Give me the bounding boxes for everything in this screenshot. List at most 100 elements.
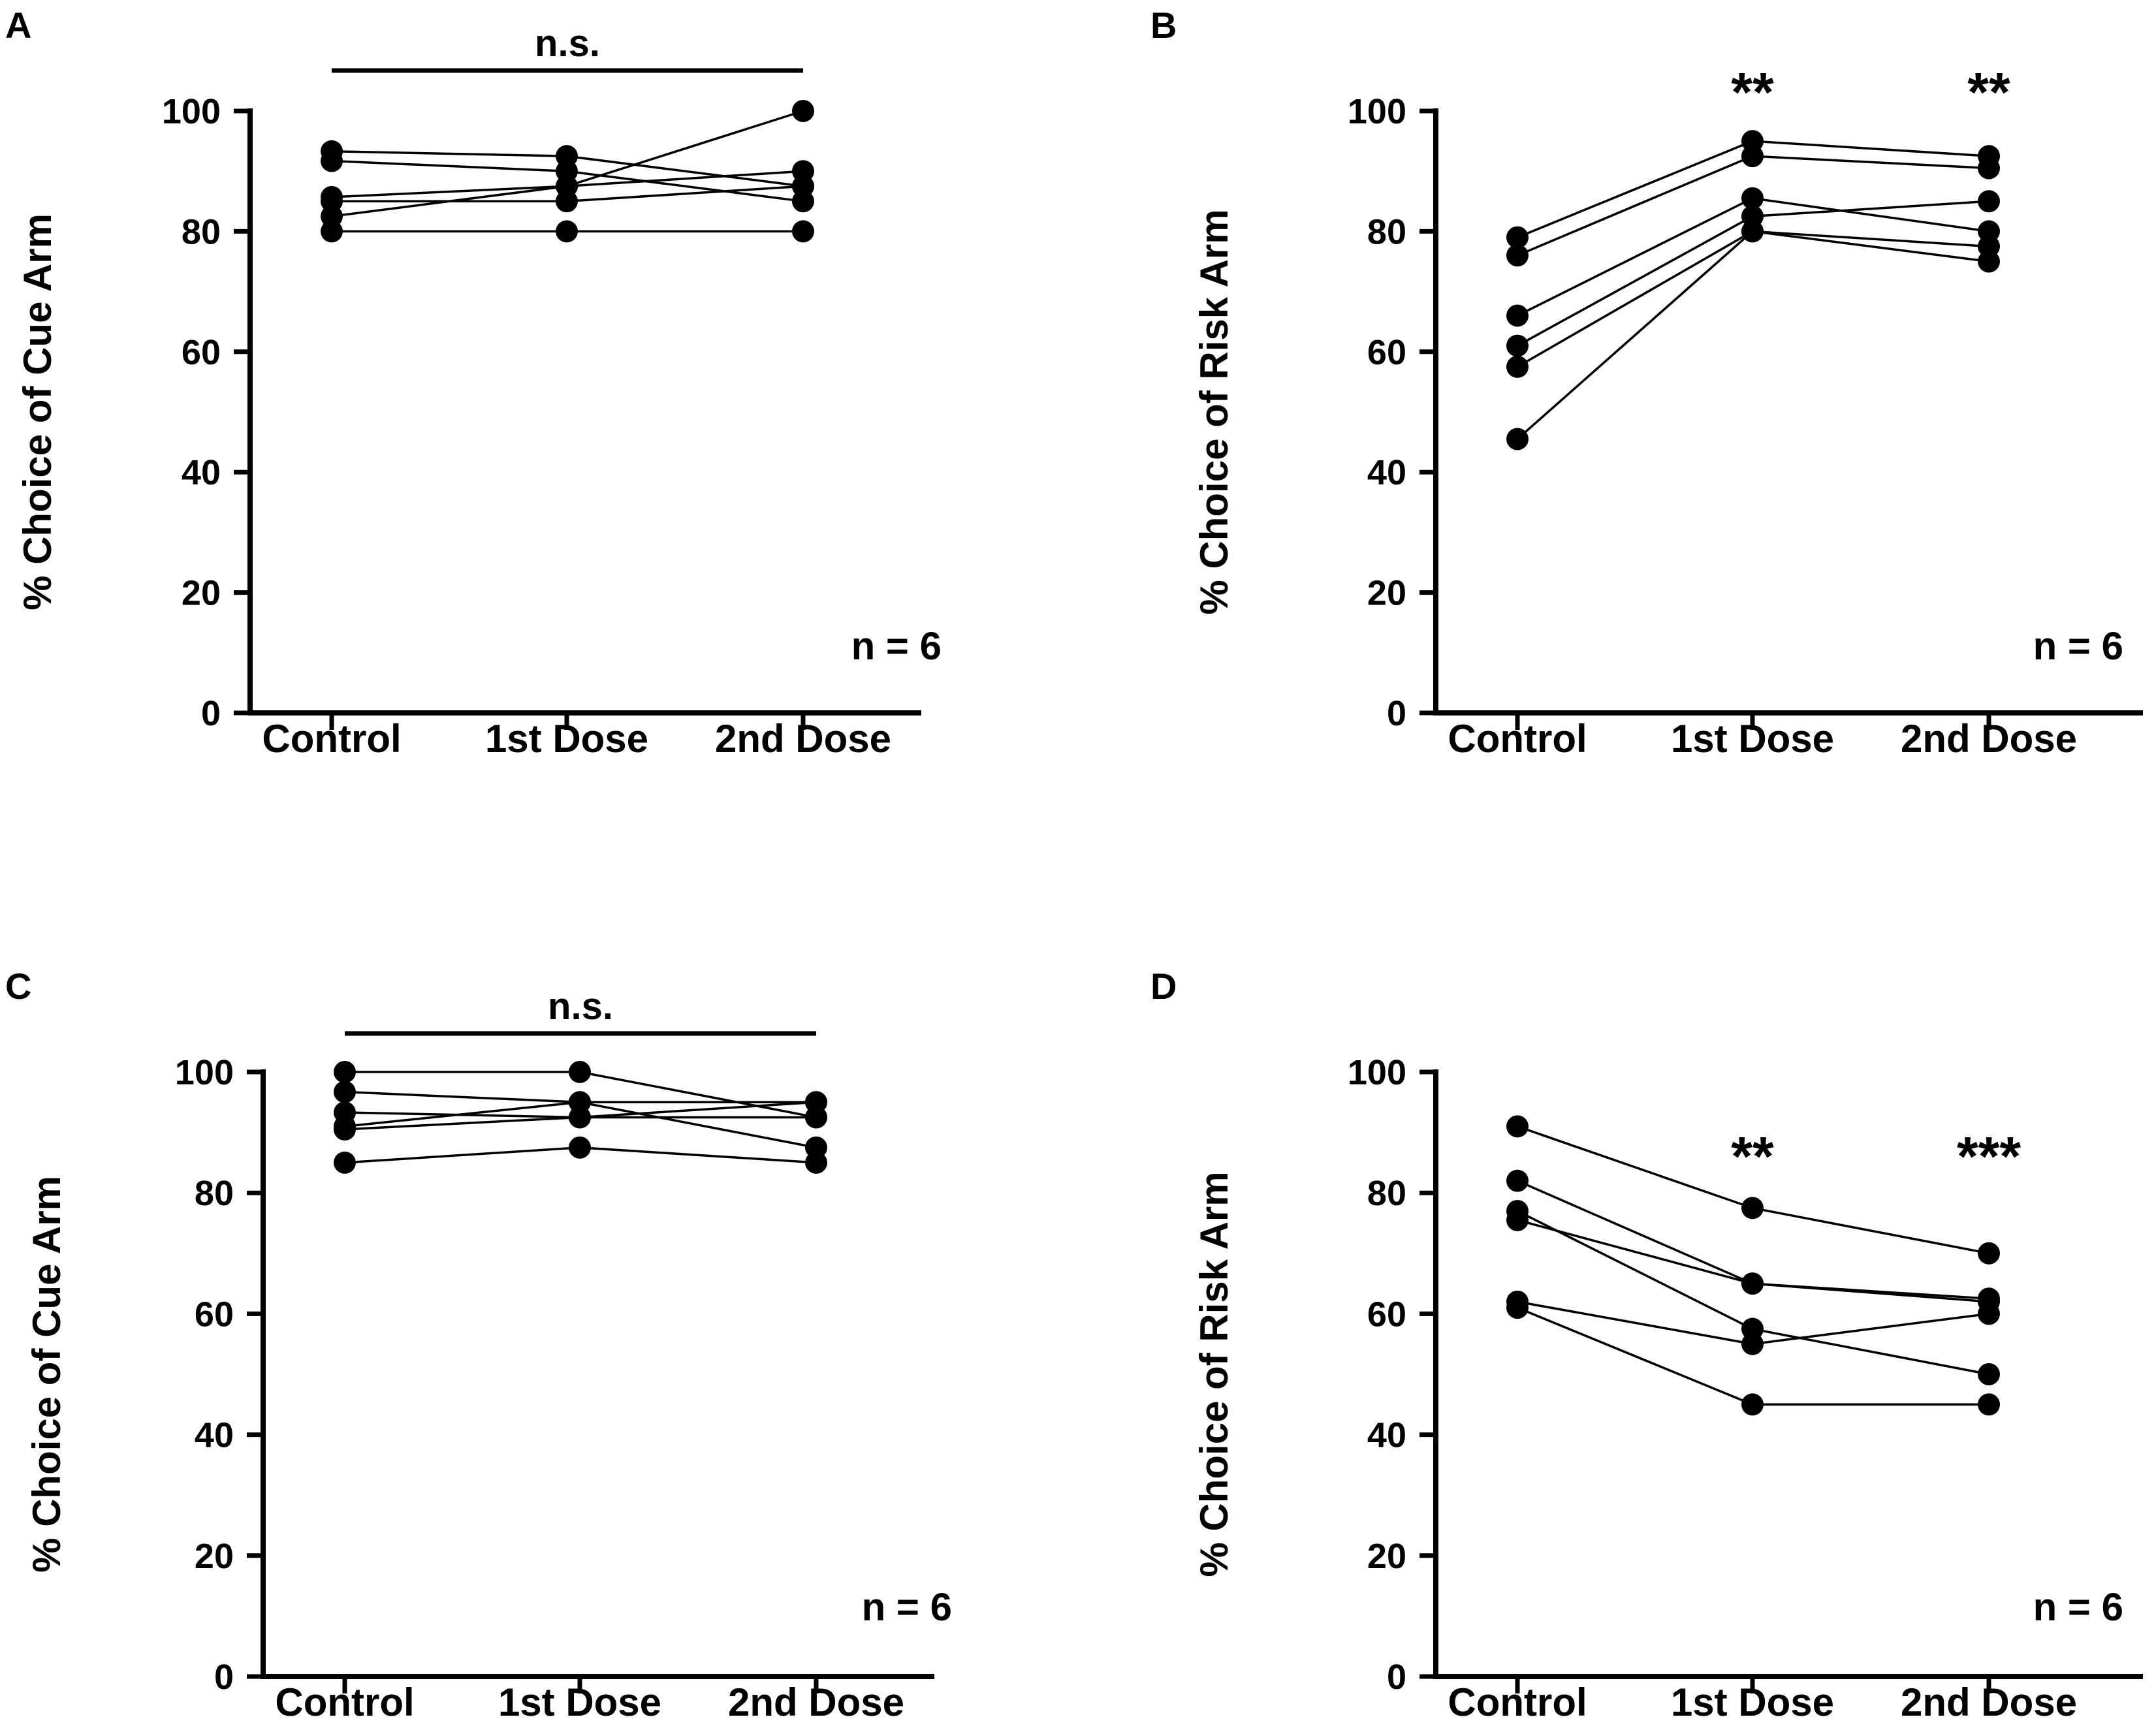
x-tick-label: Control <box>1448 717 1587 761</box>
n-label: n = 6 <box>851 624 942 668</box>
x-tick-label: 1st Dose <box>1671 717 1834 761</box>
y-tick-label: 100 <box>162 92 221 131</box>
data-point <box>569 1136 591 1159</box>
data-point <box>569 1061 591 1083</box>
data-point <box>1506 244 1529 267</box>
data-point <box>1506 334 1529 357</box>
data-point <box>1741 1197 1764 1220</box>
significance-label: n.s. <box>548 985 613 1028</box>
data-point <box>1506 355 1529 378</box>
x-tick-label: Control <box>1448 1680 1587 1724</box>
data-point <box>792 100 814 122</box>
y-tick-label: 0 <box>214 1658 234 1697</box>
significance-label: n.s. <box>535 22 600 65</box>
n-label: n = 6 <box>862 1585 952 1629</box>
data-point <box>321 190 343 213</box>
panel-b: B 0 20 40 60 80 100 Control 1st Dose 2nd Dose % Ch… <box>1150 5 2143 761</box>
x-tick-label: 1st Dose <box>1671 1680 1834 1724</box>
data-point <box>1741 1272 1764 1295</box>
data-point <box>1741 1332 1764 1355</box>
data-point <box>1506 1208 1529 1231</box>
y-tick-label: 80 <box>1367 1174 1406 1213</box>
y-tick-label: 40 <box>195 1416 234 1455</box>
y-axis-title: % Choice of Risk Arm <box>1192 209 1236 614</box>
series-line <box>1516 230 1990 440</box>
significance-stars: ** <box>1731 61 1774 123</box>
y-tick-label: 40 <box>1367 453 1406 492</box>
y-tick-label: 60 <box>1367 333 1406 372</box>
x-tick-label: Control <box>262 717 401 761</box>
data-point <box>1978 250 2000 273</box>
x-tick-label: 2nd Dose <box>1901 717 2077 761</box>
y-tick-label: 80 <box>195 1174 234 1213</box>
data-point <box>556 190 578 213</box>
data-point <box>334 1151 356 1174</box>
y-axis-title: % Choice of Cue Arm <box>25 1176 69 1573</box>
y-tick-label: 20 <box>195 1537 234 1576</box>
n-label: n = 6 <box>2033 1585 2123 1629</box>
data-point <box>1741 145 1764 168</box>
y-tick-label: 80 <box>1367 212 1406 251</box>
data-point <box>1506 1297 1529 1319</box>
y-axis-title: % Choice of Risk Arm <box>1192 1171 1236 1577</box>
x-tick-label: 2nd Dose <box>715 717 891 761</box>
data-point <box>1506 1169 1529 1192</box>
x-tick-label: Control <box>275 1680 414 1724</box>
data-point <box>1741 220 1764 243</box>
data-point <box>1741 187 1764 210</box>
y-axis-title: % Choice of Cue Arm <box>16 213 59 610</box>
data-point <box>1741 1393 1764 1416</box>
y-tick-label: 100 <box>1348 92 1406 131</box>
data-point <box>334 1080 356 1103</box>
data-point <box>321 150 343 172</box>
y-tick-label: 20 <box>1367 1537 1406 1576</box>
y-tick-label: 40 <box>182 453 221 492</box>
data-point <box>1506 1115 1529 1138</box>
panel-letter: D <box>1150 966 1177 1007</box>
data-point <box>1978 157 2000 180</box>
data-point <box>556 220 578 243</box>
x-tick-label: 1st Dose <box>498 1680 661 1724</box>
y-tick-label: 20 <box>1367 574 1406 613</box>
data-point <box>321 220 343 243</box>
data-point <box>1978 1393 2000 1416</box>
panel-a: A 0 20 40 60 80 100 Control 1st Dose 2nd Dose % Ch… <box>5 5 942 761</box>
significance-stars: ** <box>1967 61 2010 123</box>
data-point <box>1506 428 1529 450</box>
y-tick-label: 60 <box>195 1295 234 1334</box>
y-tick-label: 60 <box>1367 1295 1406 1334</box>
y-tick-label: 0 <box>1387 694 1406 733</box>
data-point <box>792 220 814 243</box>
data-point <box>569 1106 591 1129</box>
data-point <box>1978 1363 2000 1385</box>
significance-stars: *** <box>1957 1126 2021 1187</box>
x-tick-label: 2nd Dose <box>1901 1680 2077 1724</box>
panel-c: C 0 20 40 60 80 100 Control 1st Dose 2nd Dose % Ch… <box>5 966 952 1724</box>
panel-letter: A <box>5 5 31 46</box>
panel-letter: C <box>5 966 31 1007</box>
y-tick-label: 0 <box>201 694 221 733</box>
significance-stars: ** <box>1731 1126 1774 1187</box>
data-point <box>334 1061 356 1083</box>
data-point <box>1506 226 1529 249</box>
x-tick-label: 2nd Dose <box>728 1680 904 1724</box>
x-tick-label: 1st Dose <box>485 717 648 761</box>
panel-d: D 0 20 40 60 80 100 Control 1st Dose 2nd Dose % Ch… <box>1150 966 2143 1724</box>
data-point <box>805 1106 827 1129</box>
y-tick-label: 100 <box>1348 1053 1406 1092</box>
y-tick-label: 20 <box>182 574 221 613</box>
data-point <box>334 1118 356 1141</box>
data-point <box>1978 190 2000 213</box>
data-point <box>1978 1302 2000 1325</box>
panel-letter: B <box>1150 5 1177 46</box>
data-point <box>1506 304 1529 327</box>
y-tick-label: 60 <box>182 333 221 372</box>
data-point <box>1978 1242 2000 1265</box>
y-tick-label: 80 <box>182 212 221 251</box>
y-tick-label: 0 <box>1387 1658 1406 1697</box>
y-tick-label: 40 <box>1367 1416 1406 1455</box>
data-point <box>792 175 814 198</box>
n-label: n = 6 <box>2033 624 2123 668</box>
y-tick-label: 100 <box>175 1053 234 1092</box>
